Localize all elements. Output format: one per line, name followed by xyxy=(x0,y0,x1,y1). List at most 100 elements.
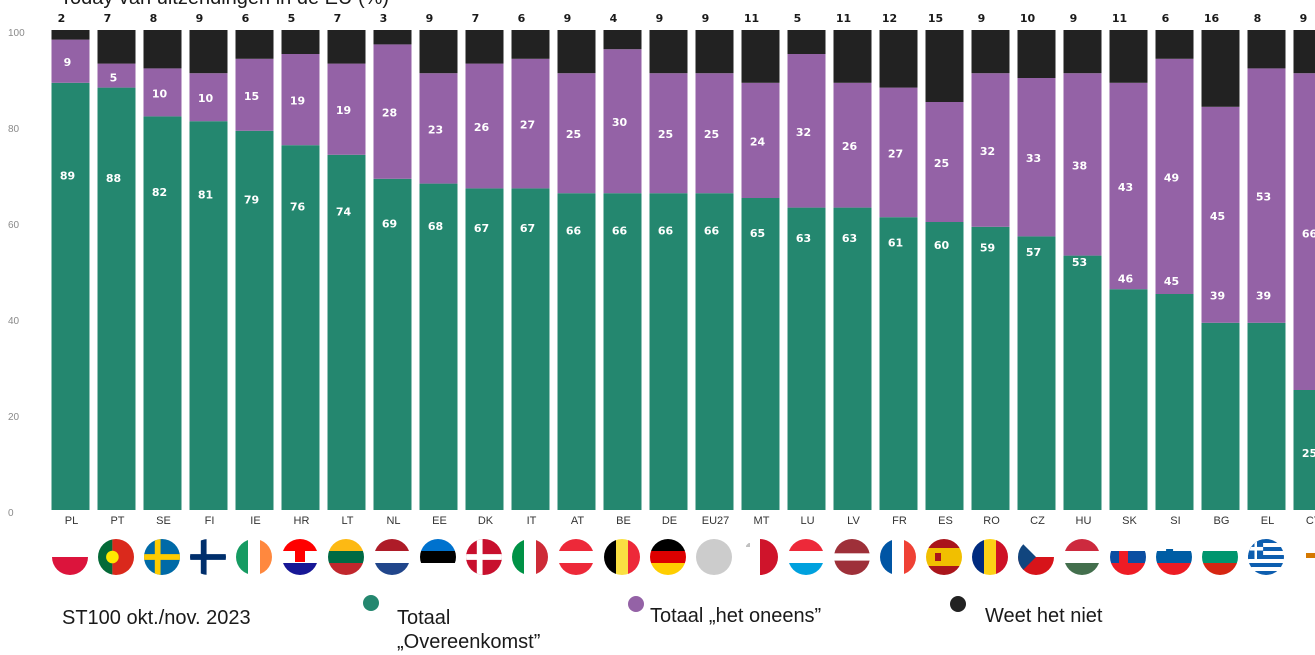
bar-dont-know xyxy=(557,30,596,74)
data-label-disagree: 53 xyxy=(1256,191,1271,204)
bar-disagree xyxy=(1155,58,1194,294)
data-label-dont-know: 2 xyxy=(58,12,66,25)
data-label-dont-know: 9 xyxy=(564,12,572,25)
bar-disagree xyxy=(879,87,918,218)
data-label-agree: 39 xyxy=(1256,289,1271,302)
bar-disagree xyxy=(143,68,182,117)
bar-dont-know xyxy=(649,30,688,74)
bar-dont-know xyxy=(787,30,826,54)
flag-sk-icon xyxy=(1110,539,1146,575)
bar-dont-know xyxy=(235,30,274,59)
flag-lv-icon xyxy=(834,539,870,575)
data-label-disagree: 32 xyxy=(980,145,995,158)
data-label-dont-know: 12 xyxy=(882,12,897,25)
legend-dont-know-label: Weet het niet xyxy=(985,605,1103,627)
bar-agree xyxy=(143,116,182,511)
x-tick-label: NL xyxy=(386,515,400,527)
data-label-disagree: 33 xyxy=(1026,152,1041,165)
data-label-agree: 74 xyxy=(336,205,352,218)
bar-agree xyxy=(1109,289,1148,510)
bar-agree xyxy=(833,207,872,510)
x-tick-label: BE xyxy=(616,515,631,527)
data-label-agree: 45 xyxy=(1164,275,1179,288)
flag-fr-icon xyxy=(880,539,916,575)
source-note: ST100 okt./nov. 2023 xyxy=(62,607,251,629)
flag-pl-icon xyxy=(52,539,88,575)
data-label-agree: 69 xyxy=(382,217,397,230)
data-label-agree: 53 xyxy=(1072,256,1087,269)
bar-agree xyxy=(1063,255,1102,510)
flag-mt-icon xyxy=(742,539,778,575)
data-label-disagree: 38 xyxy=(1072,159,1087,172)
bar-agree xyxy=(189,121,228,510)
data-label-disagree: 25 xyxy=(934,157,949,170)
flag-el-icon xyxy=(1248,539,1284,575)
legend-disagree-dot xyxy=(628,596,644,612)
data-label-agree: 60 xyxy=(934,239,950,252)
bar-dont-know xyxy=(419,30,458,74)
bar-agree xyxy=(649,193,688,510)
bar-dont-know xyxy=(51,30,90,40)
legend-dont-know-dot xyxy=(950,596,966,612)
data-label-agree: 66 xyxy=(566,225,582,238)
bar-disagree xyxy=(281,54,320,146)
data-label-agree: 46 xyxy=(1118,273,1134,286)
x-tick-label: ES xyxy=(938,515,953,527)
x-tick-label: RO xyxy=(983,515,1000,527)
x-tick-label: SE xyxy=(156,515,171,527)
data-label-disagree: 25 xyxy=(566,128,581,141)
legend-agree-label: Totaal „Overeenkomst” xyxy=(397,607,541,653)
bar-dont-know xyxy=(1109,30,1148,83)
bar-dont-know xyxy=(1247,30,1286,69)
bar-dont-know xyxy=(1017,30,1056,78)
data-label-agree: 61 xyxy=(888,237,903,250)
x-tick-label: MT xyxy=(754,515,770,527)
bar-agree xyxy=(465,188,504,510)
data-label-dont-know: 9 xyxy=(1070,12,1078,25)
data-label-dont-know: 6 xyxy=(1162,12,1170,25)
data-label-disagree: 45 xyxy=(1210,210,1225,223)
flag-ro-icon xyxy=(972,539,1008,575)
data-label-agree: 79 xyxy=(244,193,259,206)
data-label-disagree: 27 xyxy=(520,119,535,132)
x-tick-label: PL xyxy=(65,515,78,527)
data-label-agree: 68 xyxy=(428,220,443,233)
bar-agree xyxy=(419,183,458,510)
data-label-disagree: 19 xyxy=(336,104,351,117)
data-label-dont-know: 4 xyxy=(610,12,618,25)
bar-disagree xyxy=(511,58,550,189)
x-tick-label: AT xyxy=(571,515,585,527)
bar-disagree xyxy=(327,63,366,155)
flag-es-icon xyxy=(926,539,962,575)
bar-dont-know xyxy=(1201,30,1240,107)
data-label-agree: 88 xyxy=(106,172,121,185)
data-label-dont-know: 6 xyxy=(518,12,526,25)
bar-dont-know xyxy=(971,30,1010,74)
bar-disagree xyxy=(235,58,274,131)
data-label-disagree: 43 xyxy=(1118,181,1133,194)
bar-disagree xyxy=(1109,82,1148,290)
bar-agree xyxy=(879,217,918,510)
data-label-dont-know: 9 xyxy=(196,12,204,25)
bar-disagree xyxy=(695,73,734,194)
data-label-agree: 89 xyxy=(60,169,75,182)
bar-dont-know xyxy=(833,30,872,83)
data-label-agree: 66 xyxy=(658,225,674,238)
data-label-dont-know: 7 xyxy=(472,12,480,25)
data-label-disagree: 25 xyxy=(704,128,719,141)
flag-se-icon xyxy=(144,539,180,575)
bar-dont-know xyxy=(511,30,550,59)
x-tick-label: FI xyxy=(205,515,215,527)
data-label-dont-know: 11 xyxy=(1112,12,1127,25)
flag-de-icon xyxy=(650,539,686,575)
bar-agree xyxy=(557,193,596,510)
x-tick-label: EE xyxy=(432,515,447,527)
data-label-dont-know: 9 xyxy=(426,12,434,25)
x-tick-label: EL xyxy=(1261,515,1274,527)
data-label-disagree: 28 xyxy=(382,107,397,120)
data-label-disagree: 30 xyxy=(612,116,628,129)
data-label-agree: 66 xyxy=(704,225,720,238)
flag-lu-icon xyxy=(788,539,824,575)
flag-be-icon xyxy=(604,539,640,575)
